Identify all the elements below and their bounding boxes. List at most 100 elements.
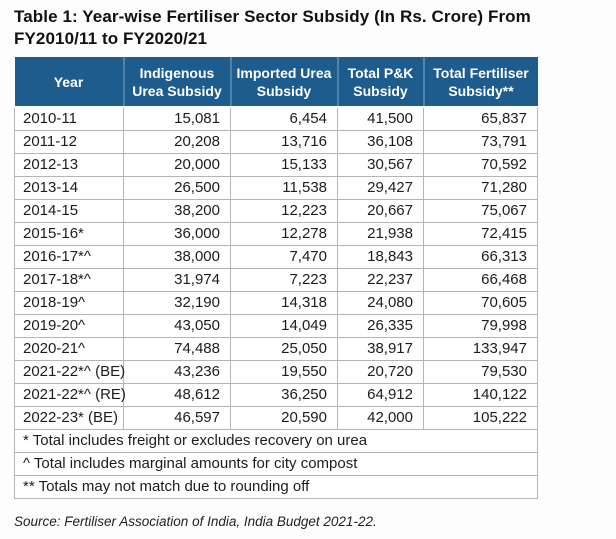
source-note: Source: Fertiliser Association of India,… xyxy=(14,514,377,529)
year-cell: 2015-16* xyxy=(14,221,124,246)
value-cell: 32,190 xyxy=(123,290,231,315)
value-cell: 26,335 xyxy=(337,313,424,338)
year-cell: 2011-12 xyxy=(14,129,124,154)
value-cell: 66,313 xyxy=(423,244,538,269)
footnote-row: * Total includes freight or excludes rec… xyxy=(14,428,538,453)
table-row: 2014-15 38,200 12,223 20,667 75,067 xyxy=(14,198,538,223)
table-row: 2015-16* 36,000 12,278 21,938 72,415 xyxy=(14,221,538,246)
header-row: Year Indigenous Urea Subsidy Imported Ur… xyxy=(14,57,538,108)
table-header: Year Indigenous Urea Subsidy Imported Ur… xyxy=(14,57,538,108)
value-cell: 21,938 xyxy=(337,221,424,246)
value-cell: 36,108 xyxy=(337,129,424,154)
value-cell: 38,200 xyxy=(123,198,231,223)
value-cell: 36,250 xyxy=(230,382,338,407)
footnote-row: ^ Total includes marginal amounts for ci… xyxy=(14,451,538,476)
value-cell: 12,278 xyxy=(230,221,338,246)
value-cell: 70,592 xyxy=(423,152,538,177)
table-row: 2021-22*^ (BE) 43,236 19,550 20,720 79,530 xyxy=(14,359,538,384)
value-cell: 71,280 xyxy=(423,175,538,200)
column-header-total-fertiliser: Total Fertiliser Subsidy** xyxy=(422,57,538,108)
table-title: Table 1: Year-wise Fertiliser Sector Sub… xyxy=(14,7,531,48)
value-cell: 7,470 xyxy=(230,244,338,269)
column-header-indigenous-urea: Indigenous Urea Subsidy xyxy=(122,57,231,108)
value-cell: 26,500 xyxy=(123,175,231,200)
table-row: 2013-14 26,500 11,538 29,427 71,280 xyxy=(14,175,538,200)
value-cell: 75,067 xyxy=(423,198,538,223)
table-row: 2019-20^ 43,050 14,049 26,335 79,998 xyxy=(14,313,538,338)
value-cell: 42,000 xyxy=(337,405,424,430)
footnote-row: ** Totals may not match due to rounding … xyxy=(14,474,538,499)
table-row: 2021-22*^ (RE) 48,612 36,250 64,912 140,122 xyxy=(14,382,538,407)
value-cell: 7,223 xyxy=(230,267,338,292)
value-cell: 20,667 xyxy=(337,198,424,223)
value-cell: 22,237 xyxy=(337,267,424,292)
value-cell: 43,050 xyxy=(123,313,231,338)
table-row: 2010-11 15,081 6,454 41,500 65,837 xyxy=(14,106,538,131)
value-cell: 140,122 xyxy=(423,382,538,407)
value-cell: 79,998 xyxy=(423,313,538,338)
value-cell: 15,133 xyxy=(230,152,338,177)
footnote-text: * Total includes freight or excludes rec… xyxy=(14,428,538,453)
value-cell: 72,415 xyxy=(423,221,538,246)
year-cell: 2010-11 xyxy=(14,106,124,131)
column-header-imported-urea: Imported Urea Subsidy xyxy=(229,57,338,108)
value-cell: 20,590 xyxy=(230,405,338,430)
footnote-text: ** Totals may not match due to rounding … xyxy=(14,474,538,499)
year-cell: 2018-19^ xyxy=(14,290,124,315)
year-cell: 2020-21^ xyxy=(14,336,124,361)
value-cell: 43,236 xyxy=(123,359,231,384)
value-cell: 15,081 xyxy=(123,106,231,131)
table-row: 2020-21^ 74,488 25,050 38,917 133,947 xyxy=(14,336,538,361)
value-cell: 25,050 xyxy=(230,336,338,361)
value-cell: 18,843 xyxy=(337,244,424,269)
value-cell: 64,912 xyxy=(337,382,424,407)
value-cell: 74,488 xyxy=(123,336,231,361)
value-cell: 66,468 xyxy=(423,267,538,292)
value-cell: 14,049 xyxy=(230,313,338,338)
table-row: 2017-18*^ 31,974 7,223 22,237 66,468 xyxy=(14,267,538,292)
value-cell: 12,223 xyxy=(230,198,338,223)
value-cell: 133,947 xyxy=(423,336,538,361)
table-body: 2010-11 15,081 6,454 41,500 65,837 2011-12 20,… xyxy=(14,106,538,430)
year-cell: 2021-22*^ (RE) xyxy=(14,382,126,407)
value-cell: 105,222 xyxy=(423,405,538,430)
value-cell: 29,427 xyxy=(337,175,424,200)
year-cell: 2013-14 xyxy=(14,175,124,200)
column-header-total-pk: Total P&K Subsidy xyxy=(336,57,424,108)
value-cell: 70,605 xyxy=(423,290,538,315)
value-cell: 20,720 xyxy=(337,359,424,384)
year-cell: 2016-17*^ xyxy=(14,244,124,269)
value-cell: 13,716 xyxy=(230,129,338,154)
value-cell: 48,612 xyxy=(123,382,231,407)
value-cell: 31,974 xyxy=(123,267,231,292)
value-cell: 73,791 xyxy=(423,129,538,154)
value-cell: 6,454 xyxy=(230,106,338,131)
table-row: 2011-12 20,208 13,716 36,108 73,791 xyxy=(14,129,538,154)
value-cell: 79,530 xyxy=(423,359,538,384)
value-cell: 14,318 xyxy=(230,290,338,315)
value-cell: 36,000 xyxy=(123,221,231,246)
column-header-year: Year xyxy=(14,57,124,108)
year-cell: 2012-13 xyxy=(14,152,124,177)
value-cell: 30,567 xyxy=(337,152,424,177)
value-cell: 65,837 xyxy=(423,106,538,131)
year-cell: 2019-20^ xyxy=(14,313,124,338)
value-cell: 20,208 xyxy=(123,129,231,154)
table-row: 2022-23* (BE) 46,597 20,590 42,000 105,222 xyxy=(14,405,538,430)
footnote-text: ^ Total includes marginal amounts for ci… xyxy=(14,451,538,476)
value-cell: 20,000 xyxy=(123,152,231,177)
value-cell: 38,917 xyxy=(337,336,424,361)
table-row: 2012-13 20,000 15,133 30,567 70,592 xyxy=(14,152,538,177)
value-cell: 41,500 xyxy=(337,106,424,131)
value-cell: 46,597 xyxy=(123,405,231,430)
value-cell: 38,000 xyxy=(123,244,231,269)
year-cell: 2022-23* (BE) xyxy=(14,405,124,430)
year-cell: 2014-15 xyxy=(14,198,124,223)
value-cell: 19,550 xyxy=(230,359,338,384)
table-row: 2018-19^ 32,190 14,318 24,080 70,605 xyxy=(14,290,538,315)
value-cell: 11,538 xyxy=(230,175,338,200)
year-cell: 2017-18*^ xyxy=(14,267,124,292)
value-cell: 24,080 xyxy=(337,290,424,315)
fertiliser-subsidy-table: Year Indigenous Urea Subsidy Imported Ur… xyxy=(14,57,538,499)
